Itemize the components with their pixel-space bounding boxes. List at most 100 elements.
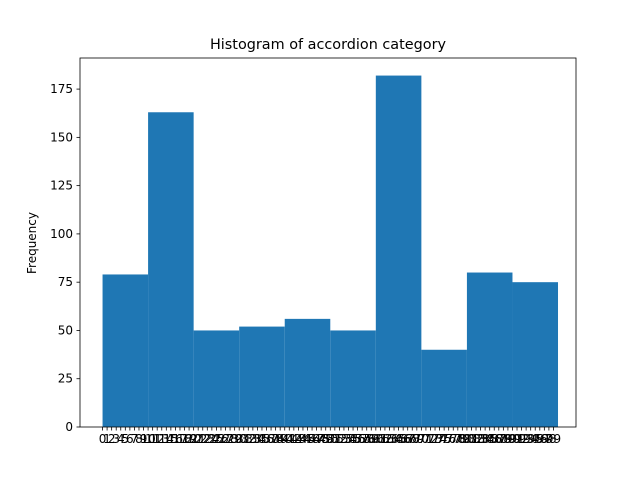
x-tick-label: 18 [177, 432, 192, 446]
x-tick-label: 1 [103, 432, 111, 446]
x-tick-label: 93 [518, 432, 533, 446]
x-tick-label: 26 [213, 432, 228, 446]
x-tick-label: 29 [227, 432, 242, 446]
x-tick-label: 92 [514, 432, 529, 446]
x-tick-label: 74 [432, 432, 447, 446]
x-tick-label: 38 [268, 432, 283, 446]
chart-title: Histogram of accordion category [210, 37, 446, 53]
bars-group [102, 75, 559, 427]
histogram-bar [193, 330, 240, 427]
x-tick-label: 97 [537, 432, 552, 446]
x-tick-label: 43 [291, 432, 306, 446]
x-tick-label: 34 [250, 432, 265, 446]
histogram-bar [102, 274, 149, 427]
x-tick-label: 53 [336, 432, 351, 446]
x-tick-label: 47 [309, 432, 324, 446]
x-tick-label: 20 [186, 432, 201, 446]
x-tick-label: 71 [418, 432, 433, 446]
plot-frame [79, 57, 577, 428]
histogram-bar [466, 272, 513, 427]
x-tick-label: 66 [396, 432, 411, 446]
y-tick-label: 125 [50, 179, 73, 193]
y-tick-label: 25 [58, 372, 73, 386]
x-tick-label: 59 [364, 432, 379, 446]
x-tick-label: 19 [181, 432, 196, 446]
x-tick-label: 7 [131, 432, 139, 446]
x-tick-label: 50 [323, 432, 338, 446]
x-tick-label: 35 [254, 432, 269, 446]
x-tick-label: 99 [546, 432, 561, 446]
histogram-bar [421, 349, 467, 427]
x-tick-label: 90 [505, 432, 520, 446]
x-tick-label: 37 [263, 432, 278, 446]
x-tick-label: 63 [382, 432, 397, 446]
y-tick-label: 50 [58, 323, 73, 337]
y-tick-label: 75 [58, 275, 73, 289]
x-tick-label: 56 [350, 432, 365, 446]
x-tick-label: 42 [286, 432, 301, 446]
x-tick-label: 98 [541, 432, 556, 446]
histogram-bar [284, 318, 331, 427]
x-tick-label: 44 [295, 432, 310, 446]
x-tick-label: 31 [236, 432, 251, 446]
x-tick-label: 12 [150, 432, 165, 446]
x-axis-ticks: 0123456789101112131415161718192021222324… [99, 427, 561, 446]
x-tick-label: 6 [126, 432, 134, 446]
x-tick-label: 49 [318, 432, 333, 446]
x-tick-label: 84 [477, 432, 492, 446]
x-tick-label: 13 [154, 432, 169, 446]
histogram-bar [375, 75, 422, 427]
x-tick-label: 21 [191, 432, 206, 446]
x-tick-label: 68 [405, 432, 420, 446]
x-tick-label: 70 [414, 432, 429, 446]
y-tick-label: 175 [50, 82, 73, 96]
x-tick-label: 96 [532, 432, 547, 446]
y-tick-label: 100 [50, 227, 73, 241]
x-tick-label: 87 [491, 432, 506, 446]
x-tick-label: 2 [108, 432, 116, 446]
x-tick-label: 76 [441, 432, 456, 446]
x-tick-label: 9 [140, 432, 148, 446]
x-tick-label: 64 [386, 432, 401, 446]
x-tick-label: 10 [140, 432, 155, 446]
histogram-bar [330, 330, 376, 427]
x-tick-label: 57 [355, 432, 370, 446]
y-tick-label: 150 [50, 130, 73, 144]
x-tick-label: 16 [168, 432, 183, 446]
x-tick-label: 22 [195, 432, 210, 446]
x-tick-label: 79 [455, 432, 470, 446]
x-tick-label: 5 [121, 432, 129, 446]
x-tick-label: 46 [304, 432, 319, 446]
x-tick-label: 51 [327, 432, 342, 446]
x-tick-label: 61 [373, 432, 388, 446]
x-tick-label: 75 [437, 432, 452, 446]
x-tick-label: 82 [468, 432, 483, 446]
x-tick-label: 3 [112, 432, 120, 446]
x-tick-label: 78 [450, 432, 465, 446]
x-tick-label: 45 [300, 432, 315, 446]
x-tick-label: 85 [482, 432, 497, 446]
x-tick-label: 60 [368, 432, 383, 446]
x-tick-label: 89 [500, 432, 515, 446]
histogram-bar [148, 112, 194, 427]
x-tick-label: 32 [241, 432, 256, 446]
x-tick-label: 24 [204, 432, 219, 446]
x-tick-label: 40 [277, 432, 292, 446]
x-tick-label: 48 [314, 432, 329, 446]
x-tick-label: 95 [528, 432, 543, 446]
y-axis-label: Frequency [25, 212, 39, 274]
x-tick-label: 52 [332, 432, 347, 446]
x-tick-label: 41 [282, 432, 297, 446]
x-tick-label: 58 [359, 432, 374, 446]
x-tick-label: 91 [509, 432, 524, 446]
x-tick-label: 81 [464, 432, 479, 446]
x-tick-label: 39 [273, 432, 288, 446]
x-tick-label: 11 [145, 432, 160, 446]
x-tick-label: 25 [209, 432, 224, 446]
x-tick-label: 65 [391, 432, 406, 446]
x-tick-label: 69 [409, 432, 424, 446]
x-tick-label: 4 [117, 432, 125, 446]
x-tick-label: 23 [200, 432, 215, 446]
